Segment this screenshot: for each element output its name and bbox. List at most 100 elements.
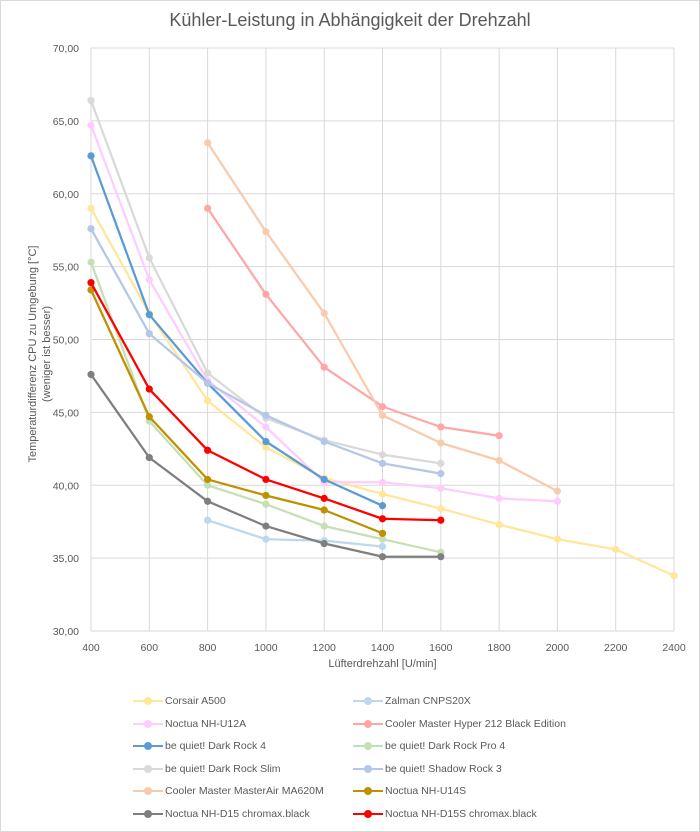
legend-marker-icon	[353, 738, 383, 754]
data-point	[320, 363, 328, 371]
data-point	[378, 542, 387, 551]
legend-item: Noctua NH-U12A	[133, 716, 246, 732]
legend-label: be quiet! Shadow Rock 3	[385, 762, 502, 775]
data-point	[262, 290, 270, 298]
data-point	[437, 439, 445, 447]
legend-marker-icon	[133, 716, 163, 732]
data-point	[87, 96, 95, 105]
data-point	[495, 432, 503, 440]
data-point	[495, 494, 503, 502]
legend-label: be quiet! Dark Rock Slim	[165, 762, 281, 775]
x-tick-label: 1800	[487, 642, 511, 654]
data-point	[378, 451, 387, 459]
data-point	[204, 369, 212, 377]
chart-title: Kühler-Leistung in Abhängigkeit der Dreh…	[169, 10, 531, 30]
data-point	[262, 443, 270, 451]
data-point	[204, 204, 212, 212]
data-point	[204, 516, 212, 524]
data-point	[262, 228, 270, 236]
legend-marker-icon	[353, 761, 383, 777]
data-point	[145, 276, 153, 284]
data-point	[320, 506, 328, 514]
x-tick-label: 2000	[546, 642, 570, 654]
data-point	[204, 497, 212, 505]
legend-marker-icon	[133, 761, 163, 777]
legend-item: be quiet! Dark Rock 4	[133, 738, 266, 754]
data-point	[437, 459, 445, 467]
y-tick-label: 70,00	[53, 43, 79, 55]
data-point	[670, 572, 678, 580]
data-point	[87, 121, 95, 129]
legend-label: Cooler Master MasterAir MA620M	[165, 785, 324, 797]
data-point	[378, 535, 387, 543]
data-point	[87, 279, 95, 287]
x-tick-label: 1600	[429, 642, 453, 654]
data-point	[320, 437, 328, 446]
data-point	[145, 385, 153, 393]
data-point	[87, 370, 95, 379]
data-point	[320, 539, 328, 548]
legend-item: be quiet! Dark Rock Slim	[133, 761, 281, 777]
data-point	[378, 515, 387, 523]
data-point	[87, 204, 95, 212]
data-point	[145, 413, 153, 421]
legend-item: Noctua NH-D15 chromax.black	[133, 806, 310, 822]
y-tick-label: 45,00	[53, 407, 79, 419]
series-line-3	[206, 207, 500, 437]
y-tick-label: 60,00	[53, 189, 79, 201]
legend-marker-icon	[353, 806, 383, 822]
data-point	[437, 504, 445, 513]
data-point	[145, 330, 153, 338]
data-point	[87, 152, 95, 160]
data-point	[204, 481, 212, 489]
legend-marker-icon	[133, 783, 163, 799]
legend-label: Corsair A500	[165, 695, 226, 707]
legend-label: Zalman CNPS20X	[385, 695, 471, 707]
series-line-4	[89, 155, 383, 507]
x-axis-label: Lüfterdrehzahl [U/min]	[328, 658, 437, 670]
legend-item: Noctua NH-D15S chromax.black	[353, 806, 537, 822]
legend-item: Cooler Master MasterAir MA620M	[133, 783, 324, 799]
data-point	[612, 545, 620, 553]
data-point	[553, 487, 562, 495]
data-point	[437, 423, 445, 431]
legend-item: be quiet! Shadow Rock 3	[353, 761, 502, 777]
legend-marker-icon	[133, 738, 163, 754]
data-point	[262, 437, 270, 446]
data-point	[204, 475, 212, 484]
legend-marker-icon	[133, 806, 163, 822]
legend-marker-icon	[353, 783, 383, 799]
legend-label: Cooler Master Hyper 212 Black Edition	[385, 717, 566, 730]
data-point	[320, 494, 328, 502]
legend-item: Noctua NH-U14S	[353, 783, 466, 799]
data-point	[87, 225, 95, 233]
y-tick-label: 65,00	[53, 116, 79, 128]
data-point	[204, 446, 212, 454]
y-tick-label: 50,00	[53, 335, 79, 347]
legend-label: Noctua NH-D15S chromax.black	[385, 807, 537, 820]
series-line-9	[89, 289, 383, 535]
data-point	[204, 139, 212, 147]
legend-item: Cooler Master Hyper 212 Black Edition	[353, 716, 566, 732]
data-point	[553, 535, 562, 543]
x-tick-label: 1400	[371, 642, 395, 654]
legend-item: be quiet! Dark Rock Pro 4	[353, 738, 505, 754]
data-point	[262, 475, 270, 484]
data-point	[145, 254, 153, 262]
data-point	[262, 491, 270, 500]
legend-label: be quiet! Dark Rock Pro 4	[385, 740, 506, 752]
data-point	[320, 309, 328, 317]
y-tick-label: 30,00	[53, 626, 79, 638]
data-point	[437, 516, 445, 524]
x-tick-label: 1000	[254, 642, 278, 654]
data-point	[262, 535, 270, 543]
data-point	[378, 553, 387, 561]
data-point	[204, 397, 212, 405]
legend-item: Zalman CNPS20X	[353, 693, 471, 709]
data-point	[262, 500, 270, 508]
y-tick-label: 40,00	[53, 480, 79, 492]
data-point	[145, 453, 153, 462]
data-point	[204, 379, 212, 387]
